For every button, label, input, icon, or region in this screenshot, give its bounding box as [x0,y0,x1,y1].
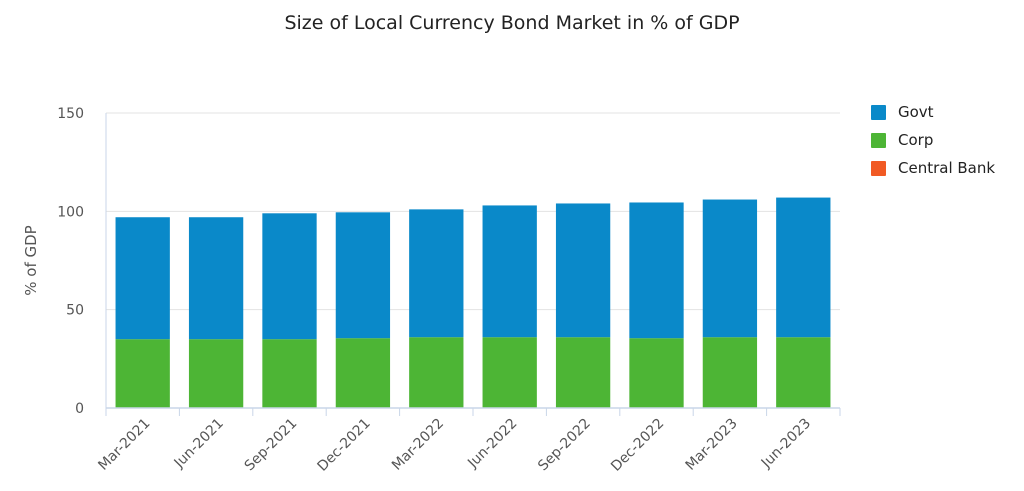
bar-corp [776,337,831,408]
y-axis-title: % of GDP [22,225,40,295]
legend-item-corp[interactable]: Corp [860,126,995,154]
y-tick-label: 100 [57,204,84,220]
legend-label-central-bank: Central Bank [898,159,996,177]
bar-corp [188,339,244,408]
bar-govt [262,213,317,340]
x-tick-label: Jun-2021 [171,416,227,472]
bar-govt [335,212,391,339]
x-tick-label: Mar-2021 [95,416,153,474]
bar-govt [482,205,537,338]
bar-corp [482,337,537,408]
legend: Govt Corp Central Bank [860,98,995,182]
y-tick-label: 150 [57,106,84,122]
bar-govt [776,197,831,338]
bar-corp [262,339,317,408]
bar-corp [702,337,758,408]
legend-swatch-corp [871,132,886,148]
bar-govt [629,202,684,339]
bar-corp [555,337,611,408]
bar-govt [409,209,464,338]
chart-title: Size of Local Currency Bond Market in % … [284,12,740,34]
bar-govt [115,217,170,340]
y-tick-label: 50 [66,303,84,319]
y-tick-label: 0 [75,401,84,417]
legend-item-central-bank[interactable]: Central Bank [860,154,995,182]
legend-swatch-central-bank [871,160,886,176]
x-tick-label: Dec-2022 [608,416,667,475]
bar-corp [629,338,684,408]
legend-swatch-govt [871,104,886,120]
x-tick-label: Sep-2022 [535,416,594,475]
x-tick-label: Dec-2021 [314,416,373,475]
bar-govt [188,217,244,340]
legend-label-corp: Corp [898,131,934,149]
bar-govt [702,199,758,338]
bar-corp [335,338,391,408]
legend-item-govt[interactable]: Govt [860,98,995,126]
x-tick-label: Sep-2021 [242,416,301,475]
x-tick-label: Jun-2022 [464,416,520,472]
bar-govt [555,203,611,338]
bar-corp [409,337,464,408]
bar-corp [115,339,170,408]
legend-label-govt: Govt [898,103,934,121]
x-tick-label: Mar-2022 [389,416,447,474]
x-tick-label: Jun-2023 [758,416,814,472]
x-tick-label: Mar-2023 [683,416,741,474]
